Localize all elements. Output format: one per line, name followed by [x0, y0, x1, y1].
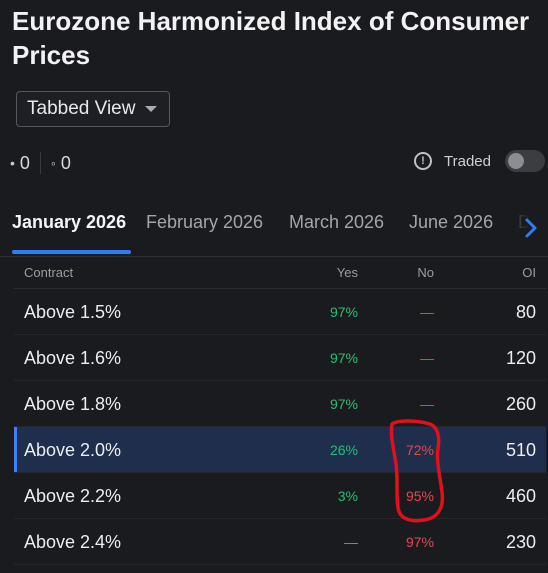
- yes-price[interactable]: 97%: [329, 396, 358, 412]
- view-select-dropdown[interactable]: Tabbed View: [16, 91, 170, 127]
- toggle-knob: [507, 153, 524, 169]
- no-price[interactable]: 72%: [405, 442, 434, 458]
- info-icon[interactable]: !: [414, 152, 432, 170]
- view-select-label: Tabbed View: [27, 98, 136, 119]
- table-row[interactable]: Above 2.2% 3% 95% 460: [14, 473, 546, 519]
- yes-price[interactable]: 97%: [329, 350, 358, 366]
- count-first: 0: [19, 152, 30, 173]
- counts-bar: • 0 ◦ 0: [10, 152, 71, 174]
- no-price[interactable]: 95%: [405, 488, 434, 504]
- tab-scroll-right-button[interactable]: [514, 200, 548, 256]
- no-price[interactable]: —: [420, 396, 434, 412]
- contract-name: Above 2.4%: [24, 532, 122, 552]
- contract-name: Above 1.8%: [24, 394, 122, 414]
- contracts-table: Contract Yes No OI Above 1.5% 97% — 80 A…: [14, 258, 546, 565]
- yes-price[interactable]: 26%: [329, 442, 358, 458]
- open-interest: 510: [505, 440, 536, 460]
- hollow-dot-icon: ◦: [50, 155, 56, 171]
- table-row-selected[interactable]: Above 2.0% 26% 72% 510: [14, 427, 546, 473]
- chevron-down-icon: [145, 106, 157, 112]
- tab-february-2026[interactable]: February 2026: [146, 212, 264, 232]
- active-tab-indicator: [12, 250, 131, 254]
- yes-price[interactable]: —: [344, 534, 358, 550]
- header-no: No: [417, 265, 434, 280]
- contract-name: Above 1.6%: [24, 348, 122, 368]
- chevron-right-icon: [525, 218, 537, 238]
- header-oi: OI: [522, 265, 536, 280]
- open-interest: 80: [515, 302, 536, 322]
- table-row[interactable]: Above 1.8% 97% — 260: [14, 381, 546, 427]
- no-price[interactable]: —: [420, 350, 434, 366]
- open-interest: 460: [505, 486, 536, 506]
- count-second: 0: [60, 152, 71, 173]
- tab-january-2026[interactable]: January 2026: [12, 212, 127, 232]
- no-price[interactable]: —: [420, 304, 434, 320]
- traded-filter: ! Traded: [414, 150, 545, 172]
- contract-name: Above 1.5%: [24, 302, 122, 322]
- filled-dot-icon: •: [10, 155, 15, 171]
- table-row[interactable]: Above 1.6% 97% — 120: [14, 335, 546, 381]
- traded-label: Traded: [444, 152, 491, 170]
- table-row[interactable]: Above 2.4% — 97% 230: [14, 519, 546, 565]
- header-yes: Yes: [336, 265, 358, 280]
- open-interest: 230: [505, 532, 536, 552]
- traded-toggle[interactable]: [504, 150, 545, 172]
- yes-price[interactable]: 3%: [337, 488, 358, 504]
- tab-june-2026[interactable]: June 2026: [409, 212, 494, 232]
- yes-price[interactable]: 97%: [329, 304, 358, 320]
- table-row[interactable]: Above 1.5% 97% — 80: [14, 289, 546, 335]
- open-interest: 260: [505, 394, 536, 414]
- header-contract: Contract: [24, 265, 74, 280]
- contract-name: Above 2.0%: [24, 440, 122, 460]
- table-header: Contract Yes No OI: [14, 258, 546, 289]
- tab-march-2026[interactable]: March 2026: [289, 212, 385, 232]
- month-tabs: January 2026 February 2026 March 2026 Ju…: [0, 200, 548, 257]
- page-title: Eurozone Harmonized Index of Consumer Pr…: [12, 6, 530, 70]
- no-price[interactable]: 97%: [405, 534, 434, 550]
- contract-name: Above 2.2%: [24, 486, 122, 506]
- divider: [39, 152, 41, 174]
- open-interest: 120: [505, 348, 536, 368]
